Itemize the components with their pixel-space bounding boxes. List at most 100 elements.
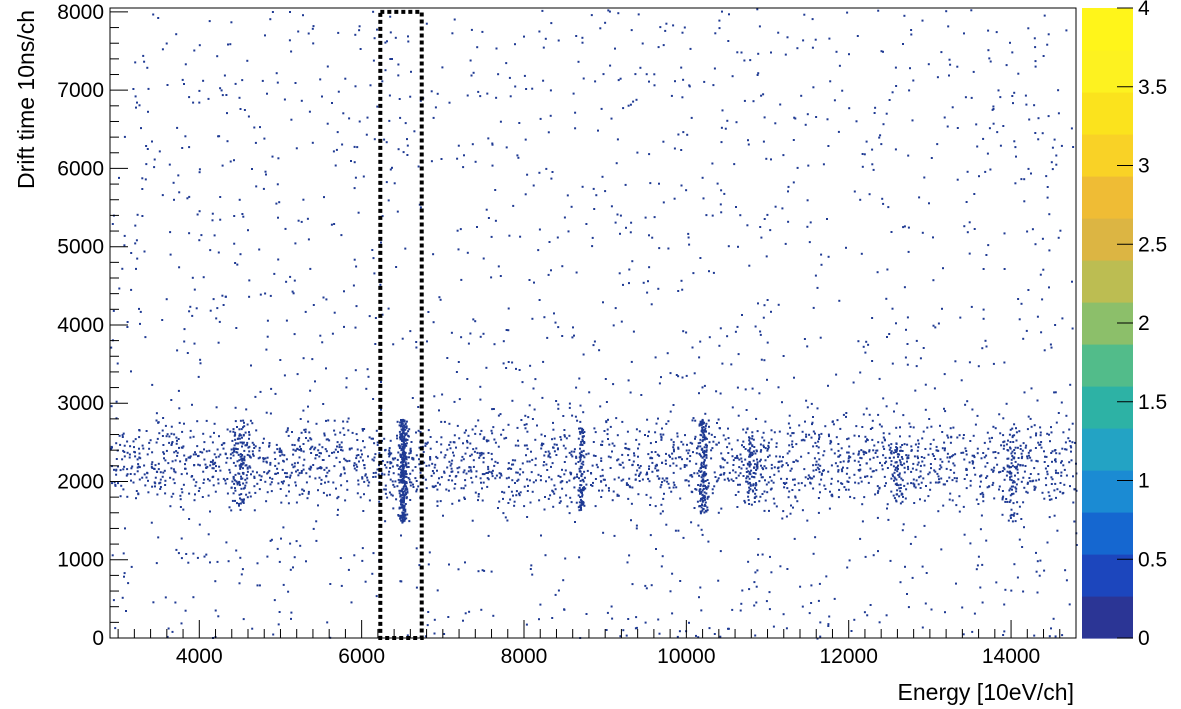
data-point xyxy=(873,112,876,114)
data-point xyxy=(565,455,568,458)
data-point xyxy=(639,66,642,69)
data-point xyxy=(186,472,188,475)
data-point xyxy=(992,425,995,428)
data-point xyxy=(1064,441,1067,444)
data-point xyxy=(699,483,702,486)
data-point xyxy=(325,438,328,441)
data-point xyxy=(853,473,856,476)
data-point xyxy=(928,418,931,420)
data-point xyxy=(902,226,905,229)
data-point xyxy=(136,257,139,260)
data-point xyxy=(353,187,356,190)
data-point xyxy=(433,395,436,398)
data-point xyxy=(239,434,242,437)
data-point xyxy=(240,493,243,496)
data-point xyxy=(430,90,433,93)
data-point xyxy=(583,470,586,473)
data-point xyxy=(965,469,968,471)
data-point xyxy=(265,411,268,414)
data-point xyxy=(155,419,158,422)
data-point xyxy=(803,439,806,442)
data-point xyxy=(850,630,853,632)
data-point xyxy=(138,104,141,107)
data-point xyxy=(233,159,235,162)
data-point xyxy=(1020,518,1023,520)
data-point xyxy=(307,492,310,495)
data-point xyxy=(305,481,308,484)
data-point xyxy=(554,321,557,324)
data-point xyxy=(881,464,884,467)
data-point xyxy=(355,305,358,308)
data-point xyxy=(363,467,366,470)
data-point xyxy=(1051,146,1054,149)
data-point xyxy=(147,491,150,494)
data-point xyxy=(253,126,256,129)
data-point xyxy=(890,463,893,466)
data-point xyxy=(265,348,268,351)
data-point xyxy=(616,459,619,462)
data-point xyxy=(507,462,510,465)
data-point xyxy=(482,481,485,484)
data-point xyxy=(645,73,648,76)
data-point xyxy=(378,464,380,467)
data-point xyxy=(702,426,705,428)
data-point xyxy=(199,362,202,365)
data-point xyxy=(758,480,761,483)
data-point xyxy=(985,539,988,542)
data-point xyxy=(747,139,749,142)
data-point xyxy=(703,471,706,474)
data-point xyxy=(943,407,945,410)
data-point xyxy=(923,176,926,179)
data-point xyxy=(237,442,240,445)
data-point xyxy=(251,450,254,453)
data-point xyxy=(255,429,258,432)
data-point xyxy=(745,467,748,470)
data-point xyxy=(713,633,716,635)
data-point xyxy=(901,464,904,467)
data-point xyxy=(424,635,427,638)
data-point xyxy=(278,611,281,613)
data-point xyxy=(366,476,369,479)
data-point xyxy=(912,478,915,481)
data-point xyxy=(688,621,690,624)
data-point xyxy=(932,455,935,457)
data-point xyxy=(911,576,914,579)
data-point xyxy=(1054,460,1057,463)
data-point xyxy=(619,635,622,638)
data-point xyxy=(491,475,494,478)
data-point xyxy=(670,438,673,441)
data-point xyxy=(700,497,702,500)
data-point xyxy=(861,165,864,168)
data-point xyxy=(547,450,550,453)
data-point xyxy=(376,105,379,108)
data-point xyxy=(486,92,489,95)
data-point xyxy=(689,441,692,444)
data-point xyxy=(1015,483,1018,486)
data-point xyxy=(357,479,360,482)
data-point xyxy=(198,44,201,47)
data-point xyxy=(563,435,566,438)
data-point xyxy=(542,46,545,49)
data-point xyxy=(123,465,126,468)
data-point xyxy=(487,137,490,140)
data-point xyxy=(853,618,856,621)
data-point xyxy=(429,456,432,458)
data-point xyxy=(574,521,576,523)
data-point xyxy=(902,495,904,498)
data-point xyxy=(327,419,330,422)
data-point xyxy=(1060,461,1062,464)
data-point xyxy=(570,501,573,504)
data-point xyxy=(690,116,693,119)
data-point xyxy=(177,174,180,177)
data-point xyxy=(897,464,899,467)
data-point xyxy=(399,116,402,119)
data-point xyxy=(706,479,709,481)
data-point xyxy=(1067,437,1070,440)
data-point xyxy=(216,448,219,451)
data-point xyxy=(707,495,710,498)
data-point xyxy=(1002,447,1005,450)
data-point xyxy=(601,474,604,477)
data-point xyxy=(1006,470,1009,473)
data-point xyxy=(1042,268,1045,271)
data-point xyxy=(702,432,705,435)
